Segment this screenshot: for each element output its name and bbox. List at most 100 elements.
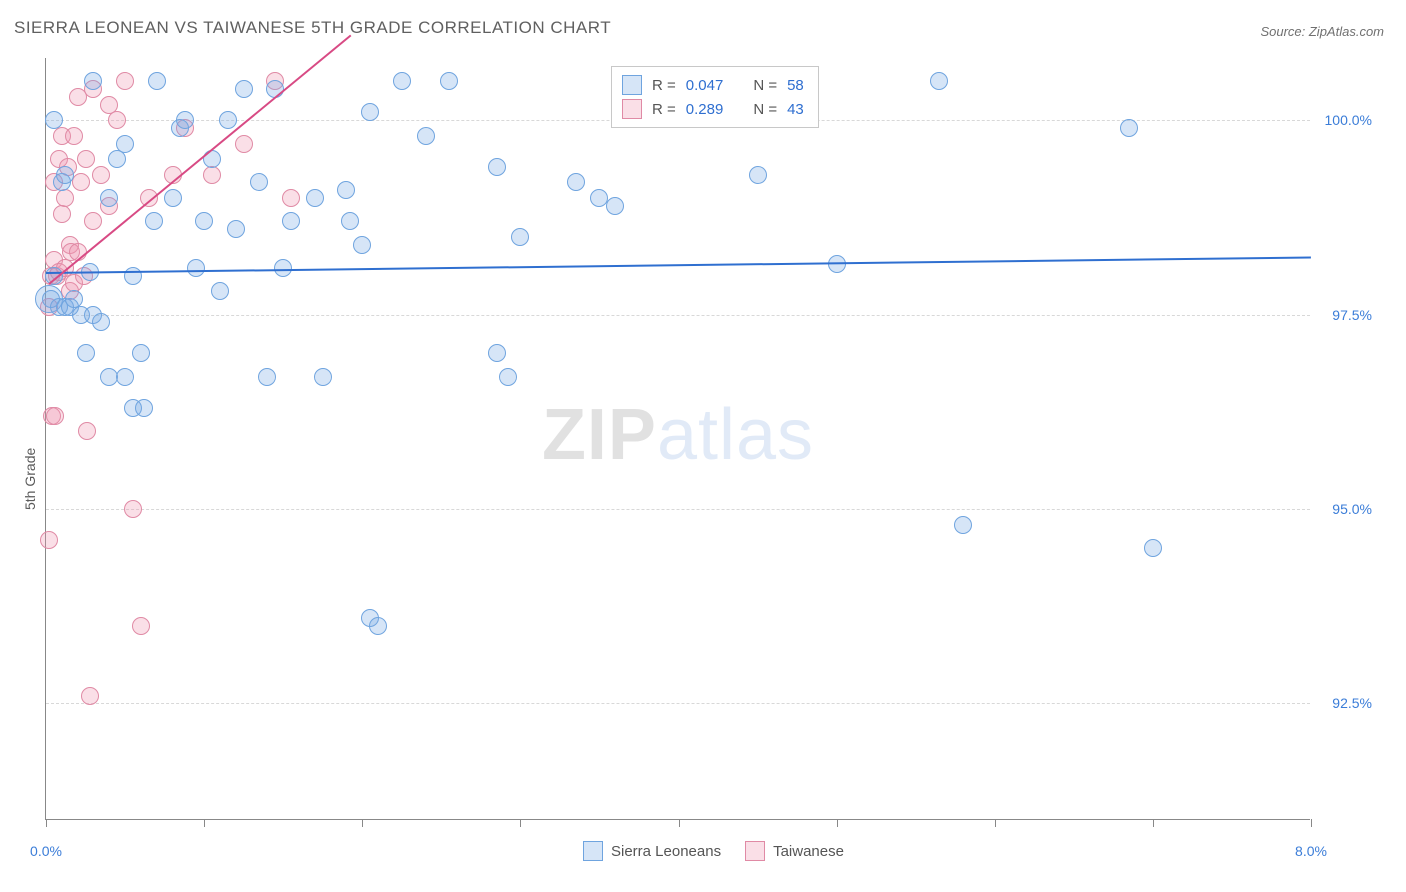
stats-box: R = 0.047 N = 58 R = 0.289 N = 43 <box>611 66 819 128</box>
data-point <box>1144 539 1162 557</box>
data-point <box>258 368 276 386</box>
x-tick <box>204 819 205 827</box>
data-point <box>195 212 213 230</box>
y-tick-label: 100.0% <box>1325 112 1372 128</box>
data-point <box>45 111 63 129</box>
data-point <box>274 259 292 277</box>
stat-r-label: R = <box>652 101 676 118</box>
data-point <box>108 150 126 168</box>
stat-n-value: 58 <box>787 77 804 94</box>
x-tick <box>362 819 363 827</box>
trend-line <box>46 256 1311 274</box>
gridline-h <box>46 509 1310 510</box>
data-point <box>84 212 102 230</box>
data-point <box>440 72 458 90</box>
data-point <box>203 166 221 184</box>
data-point <box>353 236 371 254</box>
data-point <box>187 259 205 277</box>
plot-area: ZIPatlas 92.5%95.0%97.5%100.0%0.0%8.0%R … <box>45 58 1310 820</box>
stat-r-value: 0.289 <box>686 101 724 118</box>
data-point <box>72 173 90 191</box>
data-point <box>135 399 153 417</box>
data-point <box>148 72 166 90</box>
x-tick-label: 0.0% <box>30 843 62 859</box>
legend-item: Taiwanese <box>745 841 844 861</box>
gridline-h <box>46 315 1310 316</box>
bottom-legend: Sierra LeoneansTaiwanese <box>583 841 844 861</box>
chart-title: SIERRA LEONEAN VS TAIWANESE 5TH GRADE CO… <box>14 18 611 38</box>
data-point <box>606 197 624 215</box>
x-tick <box>1153 819 1154 827</box>
data-point <box>77 150 95 168</box>
data-point <box>282 189 300 207</box>
data-point <box>567 173 585 191</box>
data-point <box>282 212 300 230</box>
data-point <box>393 72 411 90</box>
data-point <box>341 212 359 230</box>
data-point <box>132 344 150 362</box>
data-point <box>92 166 110 184</box>
data-point <box>488 158 506 176</box>
stats-row: R = 0.289 N = 43 <box>622 97 804 121</box>
data-point <box>250 173 268 191</box>
x-tick <box>837 819 838 827</box>
data-point <box>749 166 767 184</box>
source-label: Source: ZipAtlas.com <box>1260 24 1384 39</box>
data-point <box>219 111 237 129</box>
stat-n-label: N = <box>753 77 777 94</box>
x-tick <box>995 819 996 827</box>
stat-r-value: 0.047 <box>686 77 724 94</box>
data-point <box>417 127 435 145</box>
data-point <box>235 80 253 98</box>
legend-swatch <box>583 841 603 861</box>
data-point <box>145 212 163 230</box>
data-point <box>124 267 142 285</box>
data-point <box>78 422 96 440</box>
y-tick-label: 97.5% <box>1332 307 1372 323</box>
data-point <box>46 407 64 425</box>
data-point <box>1120 119 1138 137</box>
watermark: ZIPatlas <box>542 393 814 475</box>
data-point <box>306 189 324 207</box>
y-tick-label: 92.5% <box>1332 695 1372 711</box>
data-point <box>100 189 118 207</box>
stats-row: R = 0.047 N = 58 <box>622 73 804 97</box>
data-point <box>235 135 253 153</box>
legend-swatch <box>622 75 642 95</box>
data-point <box>77 344 95 362</box>
data-point <box>499 368 517 386</box>
data-point <box>369 617 387 635</box>
data-point <box>954 516 972 534</box>
x-tick-label: 8.0% <box>1295 843 1327 859</box>
gridline-h <box>46 703 1310 704</box>
data-point <box>81 687 99 705</box>
data-point <box>116 135 134 153</box>
data-point <box>124 500 142 518</box>
data-point <box>56 189 74 207</box>
data-point <box>227 220 245 238</box>
x-tick <box>520 819 521 827</box>
y-tick-label: 95.0% <box>1332 501 1372 517</box>
data-point <box>314 368 332 386</box>
data-point <box>132 617 150 635</box>
data-point <box>176 111 194 129</box>
data-point <box>92 313 110 331</box>
stat-r-label: R = <box>652 77 676 94</box>
data-point <box>56 166 74 184</box>
stat-n-label: N = <box>753 101 777 118</box>
stat-n-value: 43 <box>787 101 804 118</box>
data-point <box>65 127 83 145</box>
data-point <box>211 282 229 300</box>
x-tick <box>46 819 47 827</box>
data-point <box>53 205 71 223</box>
legend-swatch <box>745 841 765 861</box>
data-point <box>164 189 182 207</box>
data-point <box>84 72 102 90</box>
data-point <box>40 531 58 549</box>
y-axis-label: 5th Grade <box>22 448 38 510</box>
legend-label: Taiwanese <box>773 843 844 860</box>
x-tick <box>679 819 680 827</box>
data-point <box>116 72 134 90</box>
data-point <box>930 72 948 90</box>
data-point <box>337 181 355 199</box>
